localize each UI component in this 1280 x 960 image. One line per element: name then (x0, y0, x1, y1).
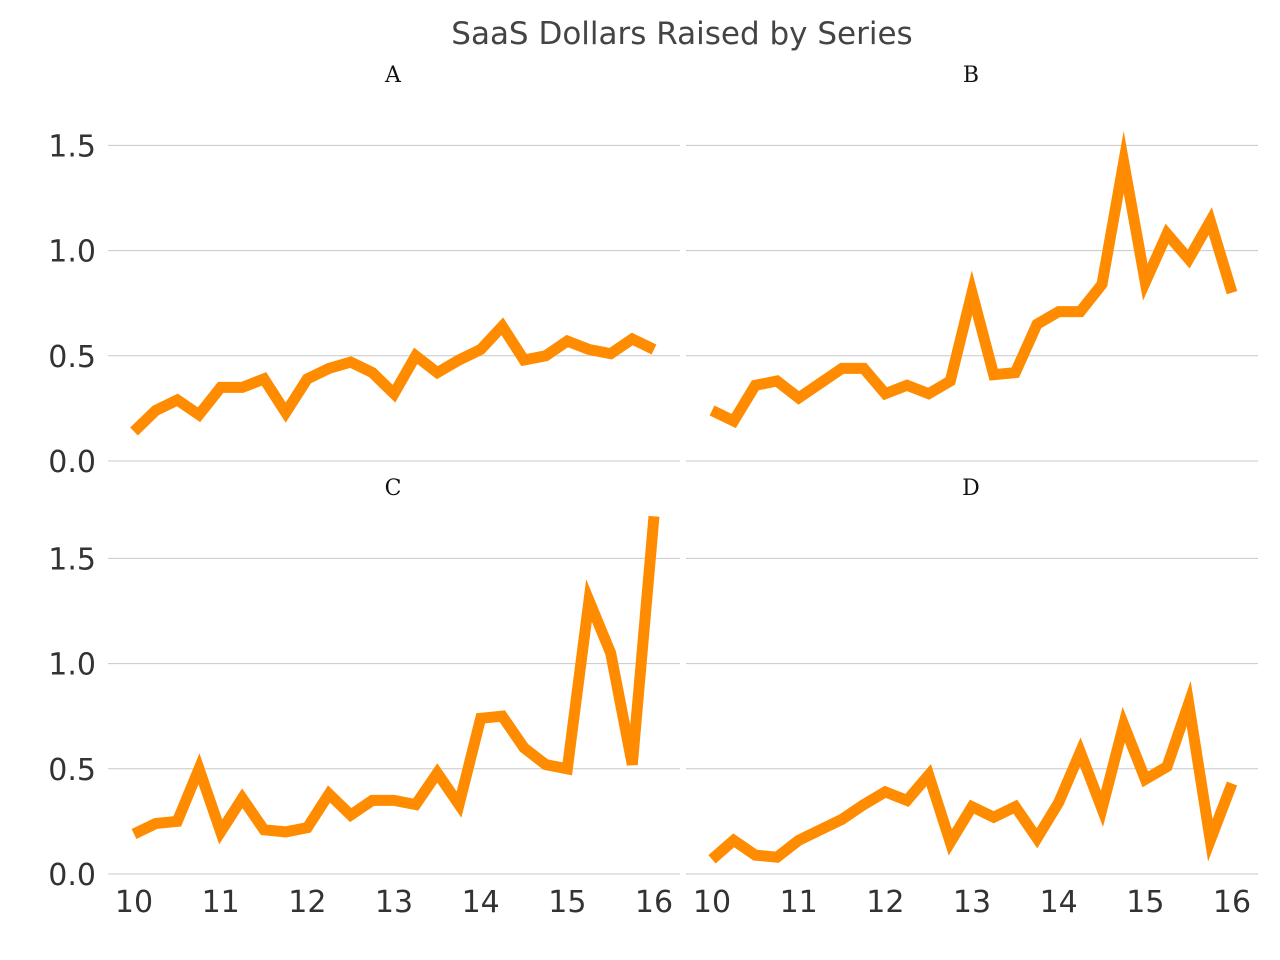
x-tick-label: 13 (375, 885, 413, 920)
x-tick-label: 16 (635, 885, 673, 920)
x-tick-label: 10 (693, 885, 731, 920)
x-tick-label: 13 (953, 885, 991, 920)
panel-a: A 0.0 0.5 1.0 1.5 (48, 63, 680, 480)
x-tick-label: 12 (288, 885, 326, 920)
series-line (708, 680, 1238, 864)
series-line (131, 515, 660, 845)
y-tick-label: 0.0 (48, 445, 96, 480)
panels-layer: A 0.0 0.5 1.0 1.5 B C 0.0 0.5 1.0 1.5 10 11 12 13 14 15 1… (48, 63, 1258, 920)
panel-b: B (686, 63, 1258, 462)
series-line (130, 317, 657, 436)
y-tick-label: 0.5 (48, 753, 96, 788)
x-tick-label: 15 (548, 885, 586, 920)
y-tick-label: 0.5 (48, 340, 96, 375)
series-line (709, 130, 1238, 429)
panel-title: D (962, 476, 980, 501)
x-tick-label: 10 (115, 885, 153, 920)
y-tick-label: 1.5 (48, 129, 96, 164)
y-tick-label: 1.5 (48, 542, 96, 577)
x-tick-label: 12 (866, 885, 904, 920)
x-tick-label: 11 (780, 885, 818, 920)
x-tick-label: 11 (202, 885, 240, 920)
x-tick-label: 14 (462, 885, 500, 920)
x-tick-label: 16 (1213, 885, 1251, 920)
panel-c: C 0.0 0.5 1.0 1.5 10 11 12 13 14 15 16 (48, 476, 680, 920)
panel-title: A (384, 63, 402, 88)
y-tick-label: 0.0 (48, 858, 96, 893)
y-tick-label: 1.0 (48, 235, 96, 270)
panel-d: D 10 11 12 13 14 15 16 (686, 476, 1258, 920)
panel-title: C (385, 476, 402, 501)
x-tick-label: 15 (1126, 885, 1164, 920)
panel-title: B (963, 63, 979, 88)
x-tick-label: 14 (1040, 885, 1078, 920)
y-tick-label: 1.0 (48, 648, 96, 683)
chart-title: SaaS Dollars Raised by Series (451, 16, 912, 52)
